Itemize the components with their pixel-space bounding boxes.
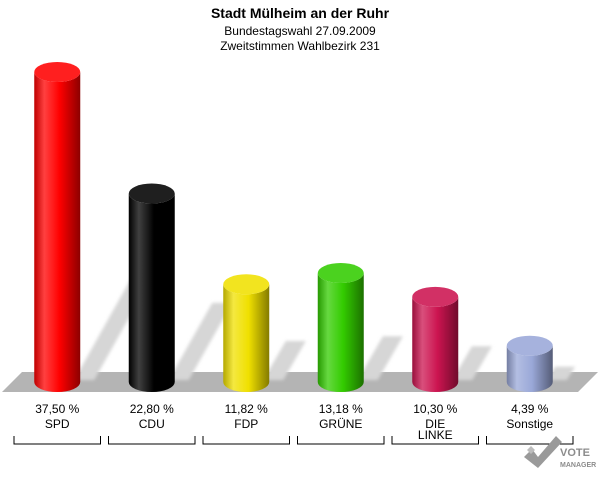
bracket-cdu	[108, 436, 196, 445]
chart-title: Stadt Mülheim an der Ruhr	[211, 5, 390, 21]
bar-shadow-gr-ne	[357, 336, 403, 380]
category-label-die-linke: DIE	[425, 417, 445, 431]
bar-cdu	[128, 193, 175, 392]
bracket-fdp	[202, 436, 290, 445]
bracket-spd	[13, 436, 101, 445]
bar-top-spd	[34, 62, 81, 82]
value-label-spd: 37,50 %	[35, 402, 79, 416]
value-labels: 37,50 % 22,80 % 11,82 % 13,18 % 10,30 % 4,39 …	[35, 402, 549, 416]
checkmark-icon	[524, 436, 562, 468]
bar-fdp	[223, 284, 270, 392]
category-label-gr-ne: GRÜNE	[319, 417, 362, 431]
bar-shadow-cdu	[168, 302, 233, 380]
value-label-fdp: 11,82 %	[225, 402, 268, 416]
logo-text-manager: MANAGER	[560, 462, 596, 469]
bar-top-gr-ne	[317, 263, 364, 284]
chart-subtitle-2: Zweitstimmen Wahlbezirk 231	[220, 39, 380, 53]
category-label-spd: SPD	[45, 417, 70, 431]
bar-gr-ne	[317, 273, 364, 392]
value-label-cdu: 22,80 %	[130, 402, 174, 416]
bars	[34, 62, 553, 392]
bar-spd	[34, 72, 81, 392]
bracket-die-linke	[391, 436, 479, 445]
bar-sonstige	[506, 345, 553, 392]
category-brackets	[13, 436, 574, 445]
bracket-gr-ne	[297, 436, 385, 445]
value-label-sonstige: 4,39 %	[511, 402, 549, 416]
category-label-sonstige: Sonstige	[506, 417, 553, 431]
category-label-fdp: FDP	[234, 417, 258, 431]
bar-top-cdu	[128, 183, 175, 204]
category-label-cdu: CDU	[139, 417, 165, 431]
bar-top-sonstige	[506, 335, 553, 356]
chart-subtitle-1: Bundestagswahl 27.09.2009	[224, 24, 376, 38]
logo-text-vote: VOTE	[560, 447, 590, 459]
bracket-sonstige	[486, 436, 574, 445]
bar-shadow-die-linke	[452, 346, 492, 380]
bar-shadow-sonstige	[546, 366, 576, 380]
value-label-gr-ne: 13,18 %	[319, 402, 363, 416]
value-label-die-linke: 10,30 %	[413, 402, 457, 416]
bar-top-die-linke	[412, 286, 459, 307]
bar-die-linke	[412, 296, 459, 392]
vote-manager-logo: VOTE MANAGER	[524, 436, 596, 469]
bar-shadow-fdp	[263, 340, 306, 380]
category-label-die-linke: LINKE	[418, 428, 453, 442]
bar-top-fdp	[223, 274, 270, 295]
